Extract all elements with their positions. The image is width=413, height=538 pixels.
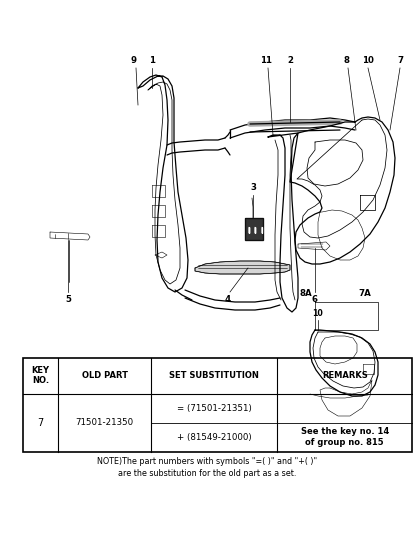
Text: 3: 3 bbox=[249, 183, 255, 192]
Text: SET SUBSTITUTION: SET SUBSTITUTION bbox=[169, 371, 259, 380]
Text: 6: 6 bbox=[311, 295, 317, 304]
Text: KEY
NO.: KEY NO. bbox=[31, 366, 49, 385]
Polygon shape bbox=[306, 140, 362, 186]
Text: 5: 5 bbox=[65, 295, 71, 304]
Text: 9: 9 bbox=[131, 56, 137, 65]
Text: = (71501-21351): = (71501-21351) bbox=[176, 404, 251, 413]
Text: 4: 4 bbox=[224, 295, 230, 304]
Text: 10: 10 bbox=[361, 56, 373, 65]
Polygon shape bbox=[319, 336, 356, 364]
Text: 11: 11 bbox=[259, 56, 271, 65]
Polygon shape bbox=[195, 261, 289, 274]
Text: 10: 10 bbox=[312, 309, 323, 318]
Text: 71501-21350: 71501-21350 bbox=[75, 418, 133, 427]
Bar bbox=[23, 358, 411, 452]
Text: OLD PART: OLD PART bbox=[81, 371, 127, 380]
Text: REMARKS: REMARKS bbox=[321, 371, 367, 380]
Text: 8: 8 bbox=[342, 56, 348, 65]
Text: NOTE)The part numbers with symbols "=( )" and "+( )"
are the substitution for th: NOTE)The part numbers with symbols "=( )… bbox=[97, 457, 316, 478]
Text: 8A: 8A bbox=[299, 289, 311, 298]
Text: 7: 7 bbox=[396, 56, 402, 65]
Text: + (81549-21000): + (81549-21000) bbox=[176, 433, 251, 442]
Text: 1: 1 bbox=[149, 56, 154, 65]
Text: 2: 2 bbox=[286, 56, 292, 65]
Text: See the key no. 14
of group no. 815: See the key no. 14 of group no. 815 bbox=[300, 427, 388, 448]
Text: 7: 7 bbox=[37, 417, 43, 428]
Text: 7A: 7A bbox=[358, 289, 370, 298]
Polygon shape bbox=[244, 218, 262, 240]
